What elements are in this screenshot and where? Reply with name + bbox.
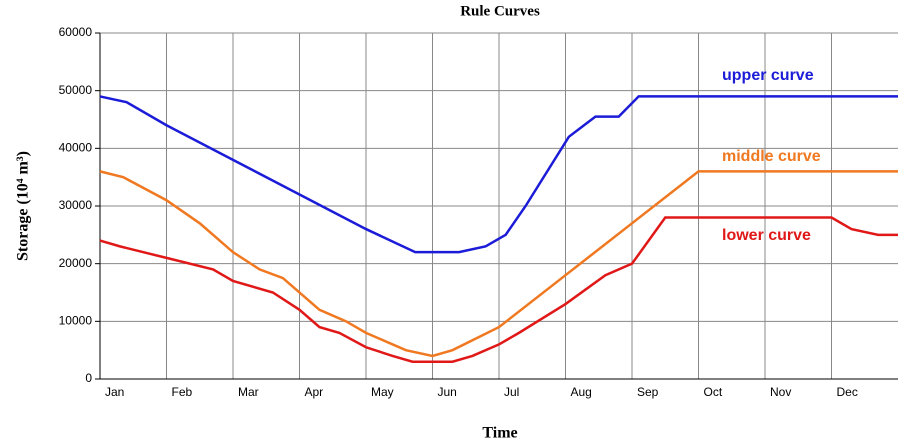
x-tick-label: Mar [238, 385, 259, 399]
y-axis-label: Storage (10⁴ m³) [15, 151, 32, 261]
x-tick-label: Dec [837, 385, 858, 399]
x-tick-label: Apr [305, 385, 324, 399]
series-label: middle curve [722, 148, 821, 165]
series-label: lower curve [722, 227, 811, 244]
y-tick-label: 60000 [59, 25, 93, 39]
x-tick-label: Jul [504, 385, 519, 399]
y-tick-label: 0 [85, 371, 92, 385]
series-label: upper curve [722, 67, 814, 84]
line-series [99, 95, 898, 254]
x-tick-label: Sep [637, 385, 659, 399]
y-tick-label: 20000 [59, 256, 93, 270]
chart-title: Rule Curves [460, 3, 540, 19]
x-tick-label: Nov [770, 385, 791, 399]
line-series [99, 170, 898, 358]
y-tick-label: 30000 [59, 198, 93, 212]
y-tick-label: 10000 [59, 314, 93, 328]
y-tick-label: 40000 [59, 141, 93, 155]
x-tick-label: Feb [172, 385, 193, 399]
x-tick-label: Jun [438, 385, 457, 399]
x-tick-label: Aug [571, 385, 592, 399]
x-axis-label: Time [482, 425, 517, 442]
x-tick-label: Oct [704, 385, 723, 399]
x-tick-label: May [371, 385, 394, 399]
line-series [99, 216, 898, 363]
x-tick-label: Jan [105, 385, 124, 399]
y-tick-label: 50000 [59, 83, 93, 97]
